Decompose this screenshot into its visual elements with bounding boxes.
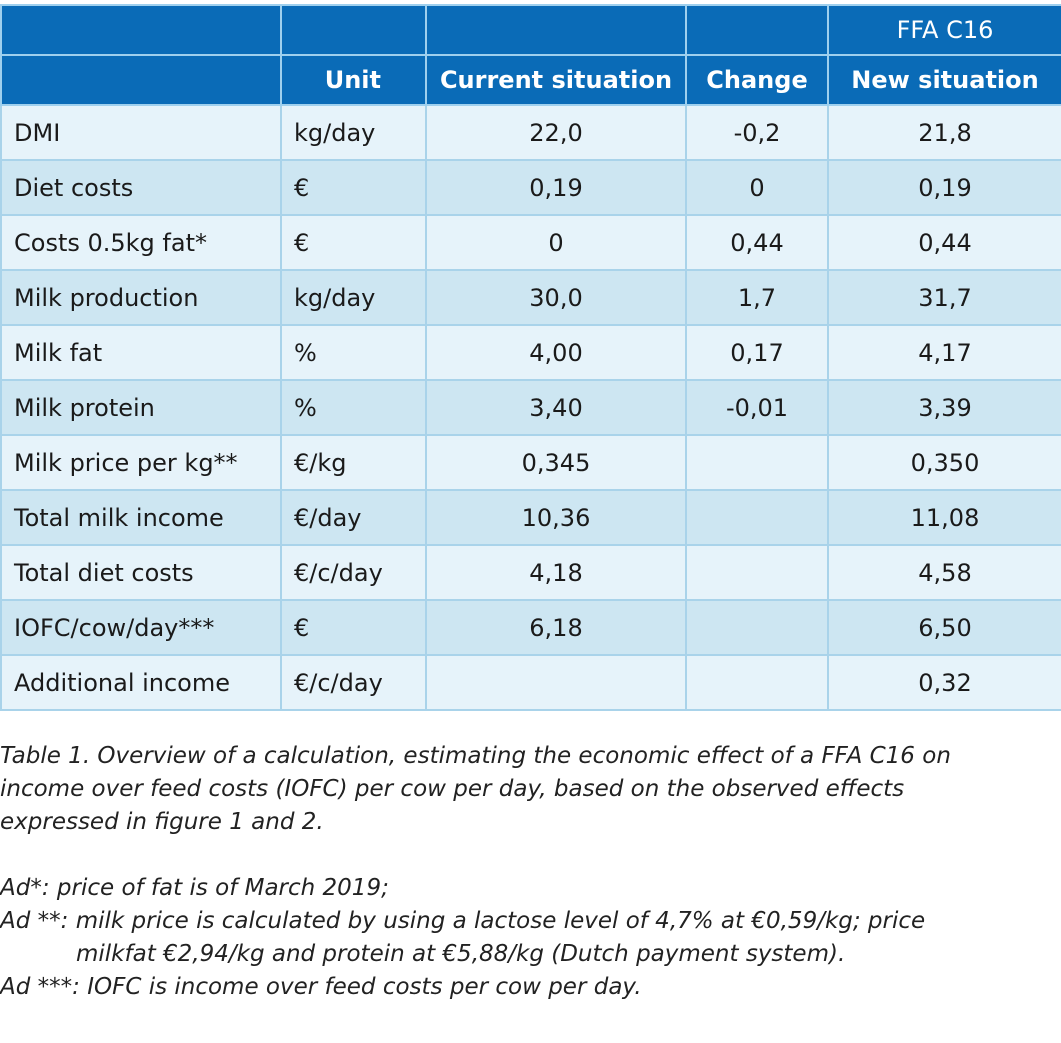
row-label: Diet costs xyxy=(0,159,282,216)
table-row: Total diet costs €/c/day 4,18 4,58 xyxy=(0,544,1061,601)
table-row: Additional income €/c/day 0,32 xyxy=(0,654,1061,711)
table-row: Diet costs €0,19 0 0,19 xyxy=(0,159,1061,216)
table-notes: Table 1. Overview of a calculation, esti… xyxy=(0,740,1061,1004)
caption-line: expressed in figure 1 and 2. xyxy=(0,809,324,835)
row-change-value: 0 xyxy=(685,159,829,216)
unit-column-header: Unit xyxy=(280,54,427,106)
row-change-value: -0,01 xyxy=(685,379,829,436)
row-unit: €/kg xyxy=(280,434,427,491)
row-label: Total diet costs xyxy=(0,544,282,601)
table-row: Costs 0.5kg fat* €0 0,44 0,44 xyxy=(0,214,1061,271)
row-new-value: 0,32 xyxy=(827,654,1061,711)
row-change-value: 0,17 xyxy=(685,324,829,381)
row-unit: % xyxy=(280,379,427,436)
footnote-fat-price: Ad*: price of fat is of March 2019; xyxy=(0,875,389,901)
column-header-row: Unit Current situation Change New situat… xyxy=(0,54,1061,106)
empty-header-cell xyxy=(425,4,687,56)
label-column-header xyxy=(0,54,282,106)
row-new-value: 11,08 xyxy=(827,489,1061,546)
row-new-value: 21,8 xyxy=(827,104,1061,161)
row-current-value: 4,00 xyxy=(425,324,687,381)
table-row: Milk protein% 3,40 -0,01 3,39 xyxy=(0,379,1061,436)
row-label: Total milk income xyxy=(0,489,282,546)
row-current-value: 6,18 xyxy=(425,599,687,656)
row-change-value xyxy=(685,434,829,491)
footnote-milk-price-cont: milkfat €2,94/kg and protein at €5,88/kg… xyxy=(76,941,846,967)
table-body: DMI kg/day 22,0 -0,2 21,8 Diet costs €0,19 0 0,1… xyxy=(0,104,1061,711)
row-new-value: 3,39 xyxy=(827,379,1061,436)
row-new-value: 0,44 xyxy=(827,214,1061,271)
row-label: Additional income xyxy=(0,654,282,711)
empty-header-cell xyxy=(280,4,427,56)
row-change-value: 1,7 xyxy=(685,269,829,326)
table-row: IOFC/cow/day*** €6,18 6,50 xyxy=(0,599,1061,656)
row-unit: € xyxy=(280,599,427,656)
table-row: Milk price per kg** €/kg 0,345 0,350 xyxy=(0,434,1061,491)
row-current-value: 4,18 xyxy=(425,544,687,601)
row-current-value: 0 xyxy=(425,214,687,271)
row-change-value xyxy=(685,544,829,601)
row-label: DMI xyxy=(0,104,282,161)
table-row: Milk production kg/day 30,0 1,7 31,7 xyxy=(0,269,1061,326)
row-change-value xyxy=(685,654,829,711)
row-current-value: 22,0 xyxy=(425,104,687,161)
row-unit: €/c/day xyxy=(280,654,427,711)
row-new-value: 4,17 xyxy=(827,324,1061,381)
row-change-value xyxy=(685,599,829,656)
row-unit: €/c/day xyxy=(280,544,427,601)
row-unit: €/day xyxy=(280,489,427,546)
row-label: Milk price per kg** xyxy=(0,434,282,491)
row-unit: € xyxy=(280,159,427,216)
row-current-value xyxy=(425,654,687,711)
change-column-header: Change xyxy=(685,54,829,106)
empty-header-cell xyxy=(0,4,282,56)
caption-line: income over feed costs (IOFC) per cow pe… xyxy=(0,776,905,802)
caption-line: Table 1. Overview of a calculation, esti… xyxy=(0,743,951,769)
row-change-value: 0,44 xyxy=(685,214,829,271)
footnote-milk-price: Ad **: milk price is calculated by using… xyxy=(0,908,926,934)
row-current-value: 0,345 xyxy=(425,434,687,491)
row-change-value xyxy=(685,489,829,546)
row-label: Milk fat xyxy=(0,324,282,381)
row-label: Costs 0.5kg fat* xyxy=(0,214,282,271)
table-row: Milk fat% 4,00 0,17 4,17 xyxy=(0,324,1061,381)
row-current-value: 30,0 xyxy=(425,269,687,326)
row-new-value: 31,7 xyxy=(827,269,1061,326)
row-current-value: 10,36 xyxy=(425,489,687,546)
footnote-iofc: Ad ***: IOFC is income over feed costs p… xyxy=(0,974,642,1000)
row-label: Milk protein xyxy=(0,379,282,436)
row-new-value: 0,350 xyxy=(827,434,1061,491)
current-column-header: Current situation xyxy=(425,54,687,106)
group-header-ffa-c16: FFA C16 xyxy=(827,4,1061,56)
row-unit: kg/day xyxy=(280,269,427,326)
group-header-row: FFA C16 xyxy=(0,4,1061,56)
empty-header-cell xyxy=(685,4,829,56)
row-unit: % xyxy=(280,324,427,381)
row-current-value: 3,40 xyxy=(425,379,687,436)
table-row: Total milk income €/day 10,36 11,08 xyxy=(0,489,1061,546)
row-unit: € xyxy=(280,214,427,271)
row-change-value: -0,2 xyxy=(685,104,829,161)
row-new-value: 0,19 xyxy=(827,159,1061,216)
row-new-value: 4,58 xyxy=(827,544,1061,601)
row-label: Milk production xyxy=(0,269,282,326)
row-label: IOFC/cow/day*** xyxy=(0,599,282,656)
row-current-value: 0,19 xyxy=(425,159,687,216)
results-table: FFA C16 Unit Current situation Change Ne… xyxy=(0,4,1061,711)
new-column-header: New situation xyxy=(827,54,1061,106)
row-unit: kg/day xyxy=(280,104,427,161)
row-new-value: 6,50 xyxy=(827,599,1061,656)
table-row: DMI kg/day 22,0 -0,2 21,8 xyxy=(0,104,1061,161)
